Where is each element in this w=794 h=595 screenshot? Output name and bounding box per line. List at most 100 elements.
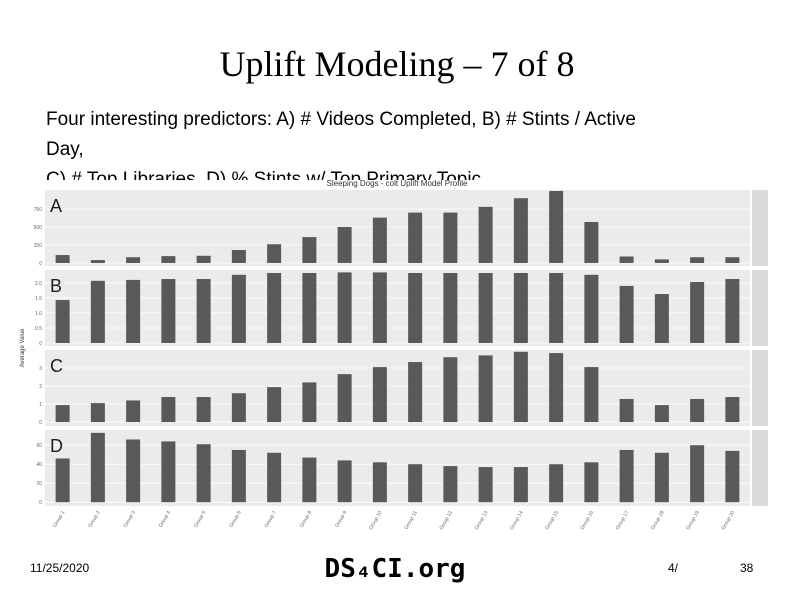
bar (302, 237, 317, 263)
y-tick-label: 60 (36, 443, 42, 449)
panel-strip (752, 190, 768, 266)
bar (549, 464, 564, 503)
bar (196, 444, 211, 503)
bar (302, 382, 317, 423)
bar (337, 460, 352, 503)
figure-title: Sleeping Dogs - colt Uplift Model Profil… (327, 179, 469, 188)
bar (231, 449, 246, 503)
bar (372, 272, 387, 343)
bar (267, 244, 282, 263)
bar (90, 403, 105, 423)
bar (126, 400, 141, 423)
bar (408, 464, 423, 503)
bar (549, 273, 564, 343)
slide-title: Uplift Modeling – 7 of 8 (220, 44, 575, 84)
y-tick-label: 0 (39, 261, 42, 267)
y-tick-label: 2.0 (35, 281, 42, 287)
bar (725, 397, 740, 423)
bar (513, 273, 528, 343)
bar (513, 467, 528, 503)
panel-strip (752, 350, 768, 426)
bar (267, 387, 282, 423)
bar (161, 256, 176, 263)
y-tick-label: 3 (39, 366, 42, 372)
bar (90, 260, 105, 263)
bar (443, 466, 458, 503)
bar (372, 367, 387, 423)
bar (55, 405, 70, 423)
y-tick-label: 500 (34, 225, 43, 231)
bar (231, 274, 246, 343)
panel-strip (752, 270, 768, 346)
panel-background (45, 270, 750, 346)
bar (161, 397, 176, 423)
bar (478, 467, 493, 503)
panel-letter: D (50, 436, 63, 456)
y-tick-label: 2 (39, 384, 42, 390)
bar (478, 355, 493, 423)
bar (196, 255, 211, 263)
bar (196, 279, 211, 343)
bar (443, 357, 458, 423)
bar (408, 273, 423, 343)
bar (231, 250, 246, 263)
bar (478, 273, 493, 343)
bar (231, 393, 246, 423)
bar (267, 452, 282, 503)
y-tick-label: 0 (39, 420, 42, 426)
panel-letter: B (50, 276, 62, 296)
y-tick-label: 1 (39, 402, 42, 408)
bar (654, 259, 669, 263)
page-number: 38 (740, 561, 754, 575)
bar (408, 212, 423, 263)
y-tick-label: 20 (36, 481, 42, 487)
y-tick-label: 1.0 (35, 311, 42, 317)
bar (584, 274, 599, 343)
bar (372, 462, 387, 503)
bar (513, 198, 528, 263)
panel-strip (752, 430, 768, 506)
bar (337, 374, 352, 423)
bar (654, 294, 669, 343)
bar (654, 452, 669, 503)
bar (443, 212, 458, 263)
bar (549, 191, 564, 263)
bar (372, 217, 387, 263)
y-axis-label: Average Value (20, 328, 26, 367)
body-line: Four interesting predictors: A) # Videos… (46, 109, 636, 130)
panel-background (45, 430, 750, 506)
panel-letter: C (50, 356, 63, 376)
bar (337, 226, 352, 263)
bar (302, 457, 317, 503)
bar (90, 280, 105, 343)
bar (126, 257, 141, 263)
bar (619, 449, 634, 503)
bar (302, 273, 317, 343)
bar (55, 255, 70, 263)
y-tick-label: 0 (39, 341, 42, 347)
panel-background (45, 190, 750, 266)
bar (126, 279, 141, 343)
bar (725, 279, 740, 343)
bar (161, 441, 176, 503)
bar (725, 257, 740, 263)
page-prefix: 4/ (668, 561, 679, 575)
bar (690, 257, 705, 263)
y-tick-label: 0.5 (35, 326, 42, 332)
bar (267, 273, 282, 343)
bar (408, 362, 423, 423)
bar (690, 445, 705, 503)
bar (90, 432, 105, 503)
y-tick-label: 0 (39, 500, 42, 506)
bar (196, 397, 211, 423)
bar (478, 206, 493, 263)
figure: Sleeping Dogs - colt Uplift Model Profil… (18, 179, 778, 532)
panel-background (45, 350, 750, 426)
bar (513, 351, 528, 423)
date: 11/25/2020 (30, 561, 89, 575)
bar (725, 450, 740, 503)
panel-letter: A (50, 196, 62, 216)
bar (126, 439, 141, 503)
